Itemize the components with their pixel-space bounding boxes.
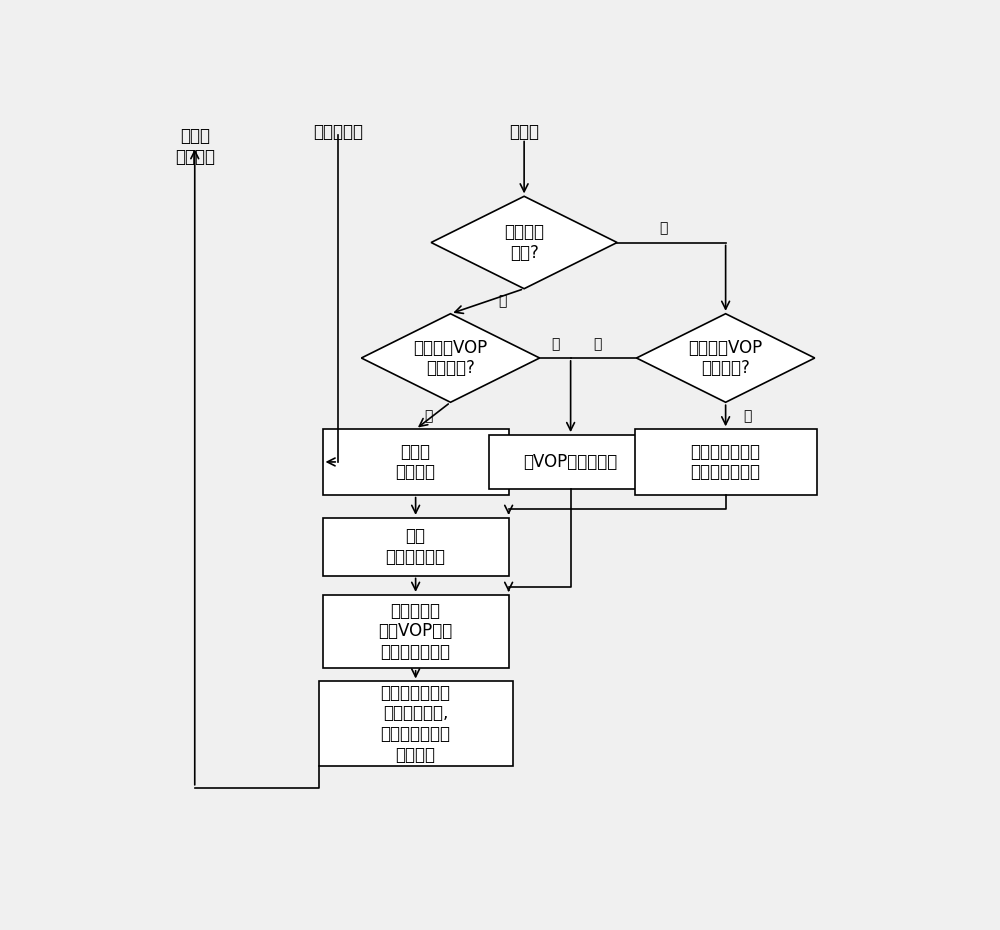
Bar (319, 682, 512, 766)
Text: 从VOP中获得数据: 从VOP中获得数据 (524, 453, 618, 471)
Text: 转换为
块读请求: 转换为 块读请求 (396, 443, 436, 482)
Text: 所需页在VOP
缓冲器中?: 所需页在VOP 缓冲器中? (688, 339, 763, 378)
Text: 所需页在VOP
缓冲器中?: 所需页在VOP 缓冲器中? (413, 339, 488, 378)
Text: 否: 否 (743, 409, 752, 423)
Text: 访问
存储器控制器: 访问 存储器控制器 (386, 527, 446, 566)
Text: 发送普通读请求
到存储器控制器: 发送普通读请求 到存储器控制器 (691, 443, 761, 482)
Text: 读请求数据返回
片上访存部件,
预取读请求数据
不需返回: 读请求数据返回 片上访存部件, 预取读请求数据 不需返回 (381, 684, 451, 764)
Polygon shape (361, 313, 540, 403)
Text: 否: 否 (425, 409, 433, 423)
Bar (323, 518, 509, 576)
Text: 是: 是 (551, 338, 559, 352)
Text: 页预测器
命中?: 页预测器 命中? (504, 223, 544, 262)
Text: 是: 是 (594, 338, 602, 352)
Polygon shape (431, 196, 617, 288)
Text: 是: 是 (498, 294, 507, 308)
Bar (635, 430, 817, 495)
Text: 预取读请求: 预取读请求 (313, 123, 363, 141)
Polygon shape (637, 313, 815, 403)
Bar (323, 430, 509, 495)
Text: 返回页数据
填充VOP缓冲
作为虚拟活跃页: 返回页数据 填充VOP缓冲 作为虚拟活跃页 (378, 602, 453, 661)
Text: 读请求
返回数据: 读请求 返回数据 (175, 127, 215, 166)
Bar (323, 595, 509, 668)
Text: 否: 否 (659, 221, 668, 235)
Text: 读请求: 读请求 (509, 123, 539, 141)
Bar (489, 435, 652, 489)
